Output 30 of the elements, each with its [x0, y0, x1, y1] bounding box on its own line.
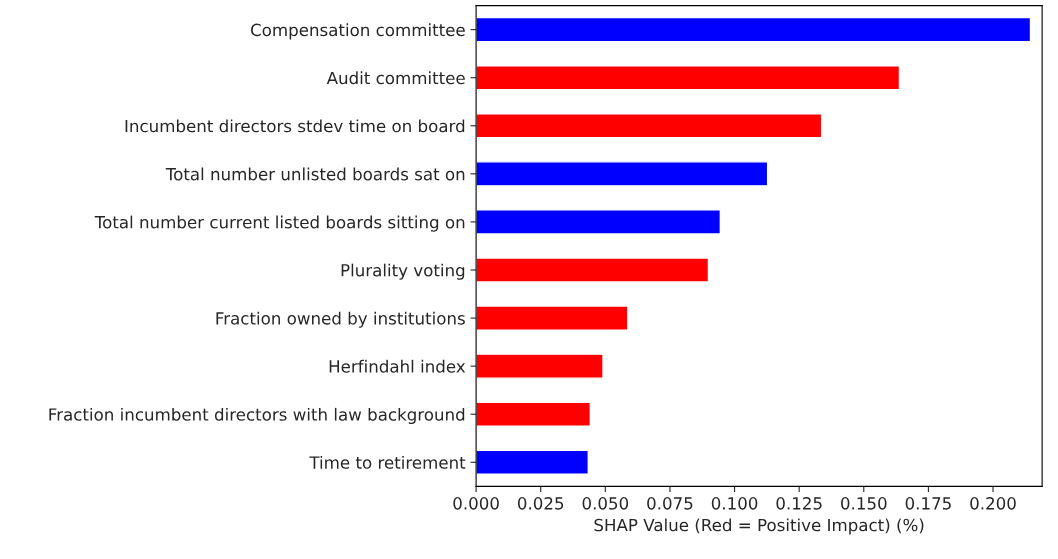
y-tick-label: Fraction owned by institutions — [216, 311, 465, 328]
x-axis-title: SHAP Value (Red = Positive Impact) (%) — [594, 518, 924, 535]
bar — [476, 161, 769, 187]
bar — [476, 16, 1032, 43]
x-tick-label: 0.150 — [841, 497, 887, 510]
x-tick-label: 0.050 — [582, 497, 629, 510]
bar — [476, 449, 589, 476]
x-tick-label: 0.000 — [453, 497, 499, 510]
y-tick-label: Audit committee — [326, 71, 465, 85]
bar — [476, 401, 592, 427]
y-tick-label: Total number current listed boards sitting on — [94, 215, 465, 232]
x-tick-label: 0.175 — [905, 497, 951, 510]
x-tick-label: 0.100 — [711, 497, 758, 510]
bar — [476, 305, 629, 331]
y-tick-label: Compensation committee — [250, 23, 465, 40]
y-tick-label: Total number unlisted boards sat on — [165, 167, 465, 181]
bar — [476, 209, 722, 235]
y-tick-label: Time to retirement — [309, 455, 466, 469]
y-tick-label: Plurality voting — [341, 263, 465, 280]
y-tick-label: Herfindahl index — [329, 359, 466, 373]
bar — [476, 113, 823, 139]
y-tick-label: Fraction incumbent directors with law background — [49, 407, 465, 425]
x-tick-label: 0.200 — [970, 497, 1016, 510]
y-tick-label: Incumbent directors stdev time on board — [125, 119, 465, 133]
x-tick-label: 0.025 — [517, 497, 564, 510]
x-tick-label: 0.125 — [776, 497, 822, 510]
bar — [476, 257, 710, 283]
bar — [476, 353, 604, 379]
x-tick-label: 0.075 — [647, 497, 693, 510]
bar — [476, 64, 901, 91]
